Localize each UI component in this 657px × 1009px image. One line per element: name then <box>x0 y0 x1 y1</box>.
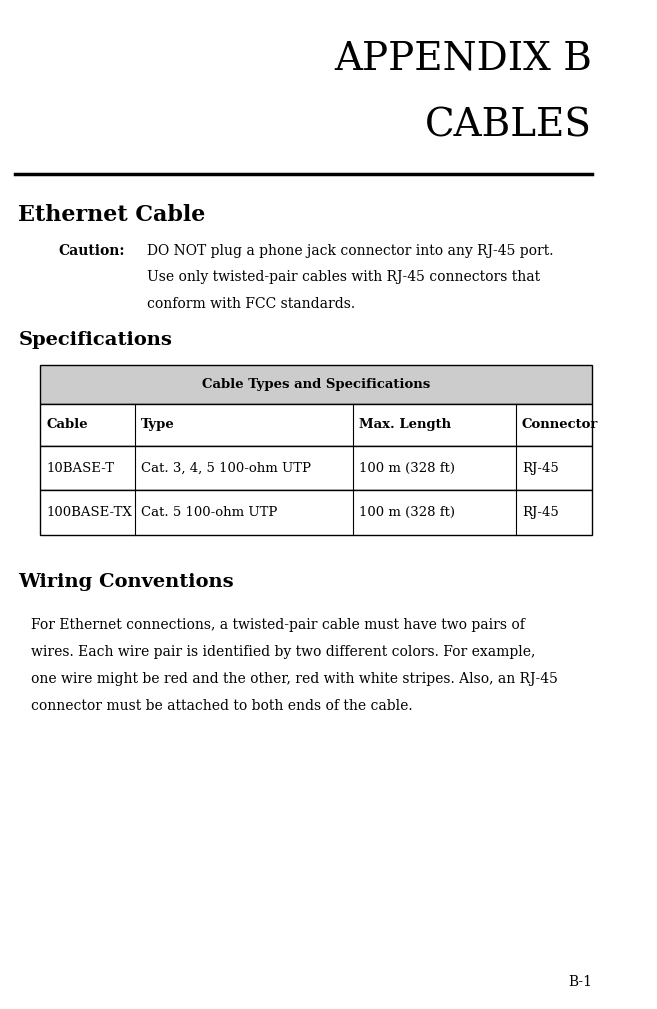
Text: APPENDIX B: APPENDIX B <box>334 40 593 78</box>
Text: Cat. 3, 4, 5 100-ohm UTP: Cat. 3, 4, 5 100-ohm UTP <box>141 462 311 474</box>
Bar <box>40 446 593 490</box>
Text: Cable Types and Specifications: Cable Types and Specifications <box>202 378 430 390</box>
Text: Max. Length: Max. Length <box>359 419 451 431</box>
Text: wires. Each wire pair is identified by two different colors. For example,: wires. Each wire pair is identified by t… <box>31 645 535 659</box>
Text: connector must be attached to both ends of the cable.: connector must be attached to both ends … <box>31 699 413 713</box>
Text: B-1: B-1 <box>568 975 593 989</box>
Text: conform with FCC standards.: conform with FCC standards. <box>147 297 355 311</box>
Text: DO NOT plug a phone jack connector into any RJ-45 port.: DO NOT plug a phone jack connector into … <box>147 244 554 258</box>
Text: Caution:: Caution: <box>58 244 125 258</box>
Text: Specifications: Specifications <box>18 331 172 349</box>
Text: Use only twisted-pair cables with RJ-45 connectors that: Use only twisted-pair cables with RJ-45 … <box>147 270 541 285</box>
Text: 100 m (328 ft): 100 m (328 ft) <box>359 507 455 519</box>
Text: CABLES: CABLES <box>425 108 593 145</box>
Bar <box>40 490 593 535</box>
Text: 100BASE-TX: 100BASE-TX <box>46 507 132 519</box>
Text: RJ-45: RJ-45 <box>522 507 558 519</box>
Text: RJ-45: RJ-45 <box>522 462 558 474</box>
Text: Ethernet Cable: Ethernet Cable <box>18 204 206 226</box>
Text: one wire might be red and the other, red with white stripes. Also, an RJ-45: one wire might be red and the other, red… <box>31 672 558 686</box>
Text: Cat. 5 100-ohm UTP: Cat. 5 100-ohm UTP <box>141 507 277 519</box>
Text: 100 m (328 ft): 100 m (328 ft) <box>359 462 455 474</box>
Text: Type: Type <box>141 419 175 431</box>
Text: 10BASE-T: 10BASE-T <box>46 462 114 474</box>
Text: Wiring Conventions: Wiring Conventions <box>18 573 234 591</box>
Bar <box>40 404 593 446</box>
Bar <box>40 365 593 404</box>
Text: Cable: Cable <box>46 419 87 431</box>
Text: For Ethernet connections, a twisted-pair cable must have two pairs of: For Ethernet connections, a twisted-pair… <box>31 618 524 632</box>
Text: Connector: Connector <box>522 419 598 431</box>
